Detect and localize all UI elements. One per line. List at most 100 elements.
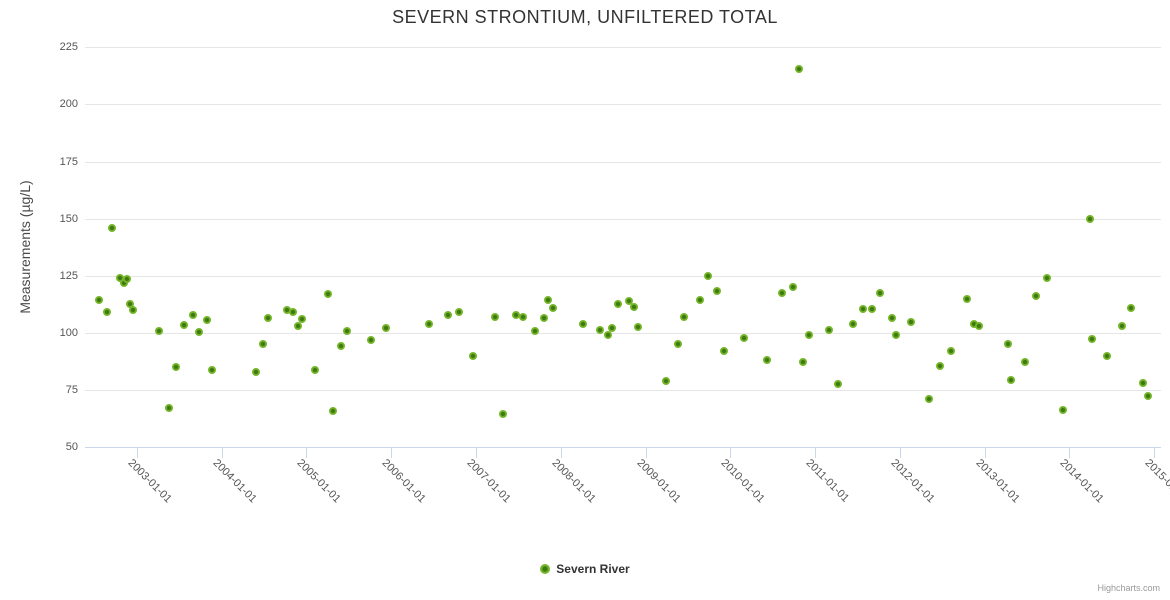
data-point[interactable] <box>1085 214 1094 223</box>
data-point[interactable] <box>1003 340 1012 349</box>
data-point[interactable] <box>1144 391 1153 400</box>
data-point[interactable] <box>661 377 670 385</box>
data-point[interactable] <box>679 313 688 321</box>
data-point[interactable] <box>1102 351 1111 360</box>
x-tick-2007 <box>475 448 477 458</box>
data-point[interactable] <box>824 325 833 334</box>
data-point[interactable] <box>794 65 803 73</box>
data-point[interactable] <box>108 223 117 232</box>
data-point[interactable] <box>867 305 876 313</box>
x-tick-2011 <box>815 448 817 458</box>
data-point[interactable] <box>343 326 351 335</box>
data-point[interactable] <box>154 326 163 335</box>
data-point[interactable] <box>833 380 842 389</box>
data-point[interactable] <box>123 275 132 284</box>
data-point[interactable] <box>310 365 319 374</box>
data-point[interactable] <box>382 324 390 333</box>
data-point[interactable] <box>293 322 302 331</box>
data-point[interactable] <box>1032 292 1041 301</box>
data-point[interactable] <box>499 410 507 419</box>
data-point[interactable] <box>188 310 197 319</box>
data-point[interactable] <box>906 317 915 326</box>
gridline-200 <box>85 104 1161 106</box>
data-point[interactable] <box>468 351 477 360</box>
legend-item-severn-river[interactable]: Severn River <box>540 562 630 576</box>
data-point[interactable] <box>629 302 638 311</box>
data-point[interactable] <box>337 341 346 350</box>
data-point[interactable] <box>633 323 642 332</box>
data-point[interactable] <box>1139 379 1148 388</box>
data-point[interactable] <box>805 331 814 340</box>
data-point[interactable] <box>180 321 189 329</box>
highcharts-credit-link[interactable]: Highcharts.com <box>1097 583 1160 593</box>
data-point[interactable] <box>849 319 858 328</box>
data-point[interactable] <box>259 340 268 349</box>
data-point[interactable] <box>604 331 613 340</box>
data-point[interactable] <box>103 308 111 317</box>
data-point[interactable] <box>891 331 900 340</box>
gridline-125 <box>85 275 1161 277</box>
data-point[interactable] <box>549 303 557 312</box>
data-point[interactable] <box>595 325 604 334</box>
data-point[interactable] <box>120 278 128 287</box>
data-point[interactable] <box>203 316 212 325</box>
data-point[interactable] <box>491 313 500 321</box>
x-tick-2013 <box>984 448 986 458</box>
data-point[interactable] <box>425 319 434 328</box>
data-point[interactable] <box>969 319 978 328</box>
data-point[interactable] <box>762 356 771 365</box>
data-point[interactable] <box>614 300 623 309</box>
data-point[interactable] <box>539 314 548 323</box>
data-point[interactable] <box>946 347 955 356</box>
data-point[interactable] <box>1042 274 1051 283</box>
data-point[interactable] <box>624 297 633 305</box>
data-point[interactable] <box>695 295 704 304</box>
data-point[interactable] <box>544 295 552 304</box>
data-point[interactable] <box>1087 334 1096 343</box>
data-point[interactable] <box>720 347 729 356</box>
data-point[interactable] <box>282 306 291 315</box>
data-point[interactable] <box>252 367 261 376</box>
data-point[interactable] <box>789 283 797 292</box>
data-point[interactable] <box>164 404 173 413</box>
data-point[interactable] <box>739 333 748 342</box>
data-point[interactable] <box>95 295 104 304</box>
data-point[interactable] <box>519 313 528 321</box>
data-point[interactable] <box>924 395 933 404</box>
data-point[interactable] <box>1118 322 1126 331</box>
data-point[interactable] <box>799 357 808 366</box>
data-point[interactable] <box>578 319 587 328</box>
data-point[interactable] <box>288 308 297 317</box>
data-point[interactable] <box>454 308 463 317</box>
data-point[interactable] <box>323 290 332 299</box>
data-point[interactable] <box>298 315 307 324</box>
data-point[interactable] <box>329 406 338 415</box>
data-point[interactable] <box>673 340 682 349</box>
data-point[interactable] <box>511 310 520 319</box>
data-point[interactable] <box>1020 357 1029 366</box>
data-point[interactable] <box>1006 375 1015 384</box>
data-point[interactable] <box>876 289 885 297</box>
data-point[interactable] <box>974 322 983 331</box>
data-point[interactable] <box>264 314 273 323</box>
data-point[interactable] <box>531 326 540 335</box>
data-point[interactable] <box>712 286 721 295</box>
x-axis-label-2007: 2007-01-01 <box>464 457 513 506</box>
data-point[interactable] <box>888 314 897 323</box>
data-point[interactable] <box>962 294 971 303</box>
data-point[interactable] <box>1058 405 1067 414</box>
data-point[interactable] <box>171 363 180 372</box>
data-point[interactable] <box>778 289 786 297</box>
data-point[interactable] <box>115 274 124 283</box>
data-point[interactable] <box>608 324 617 333</box>
data-point[interactable] <box>1126 303 1135 312</box>
data-point[interactable] <box>858 305 867 313</box>
data-point[interactable] <box>208 365 217 374</box>
data-point[interactable] <box>443 310 452 319</box>
data-point[interactable] <box>125 300 134 309</box>
data-point[interactable] <box>935 362 944 371</box>
data-point[interactable] <box>194 327 203 336</box>
data-point[interactable] <box>704 271 713 280</box>
data-point[interactable] <box>129 306 138 315</box>
data-point[interactable] <box>366 335 375 344</box>
